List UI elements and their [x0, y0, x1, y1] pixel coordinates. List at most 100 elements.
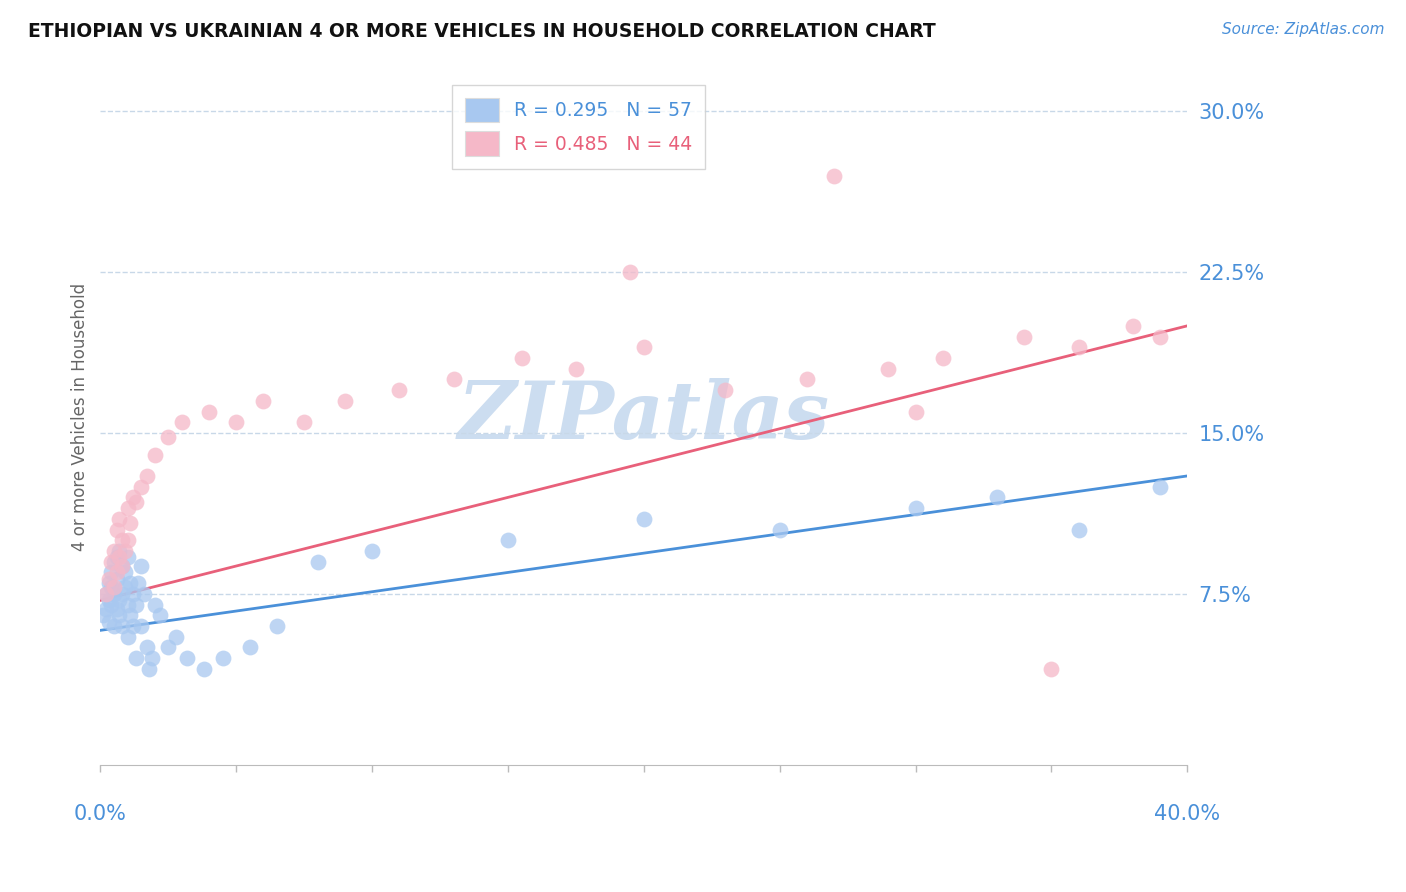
Point: [333, 393, 356, 408]
Point: [143, 448, 166, 462]
Point: [108, 544, 131, 558]
Text: ZIPatlas: ZIPatlas: [458, 378, 830, 456]
Point: [252, 393, 274, 408]
Point: [108, 512, 131, 526]
Legend: R = 0.295   N = 57, R = 0.485   N = 44: R = 0.295 N = 57, R = 0.485 N = 44: [451, 85, 706, 169]
Point: [114, 581, 136, 595]
Point: [117, 533, 139, 548]
Point: [120, 608, 142, 623]
Point: [111, 587, 134, 601]
Point: [176, 651, 198, 665]
Point: [122, 619, 145, 633]
Point: [1067, 523, 1090, 537]
Point: [823, 169, 845, 183]
Point: [108, 550, 131, 565]
Point: [129, 480, 152, 494]
Point: [986, 491, 1008, 505]
Point: [443, 372, 465, 386]
Point: [157, 640, 180, 655]
Point: [135, 640, 157, 655]
Point: [111, 533, 134, 548]
Point: [388, 383, 411, 397]
Point: [307, 555, 329, 569]
Point: [225, 415, 247, 429]
Point: [124, 494, 146, 508]
Point: [94, 587, 117, 601]
Text: Source: ZipAtlas.com: Source: ZipAtlas.com: [1222, 22, 1385, 37]
Point: [565, 361, 588, 376]
Point: [1149, 480, 1171, 494]
Point: [120, 516, 142, 530]
Point: [132, 587, 155, 601]
Point: [105, 550, 128, 565]
Point: [1012, 329, 1035, 343]
Point: [619, 265, 641, 279]
Point: [103, 619, 125, 633]
Point: [111, 559, 134, 574]
Point: [105, 523, 128, 537]
Point: [124, 651, 146, 665]
Point: [97, 615, 120, 629]
Point: [111, 619, 134, 633]
Point: [510, 351, 533, 365]
Point: [105, 566, 128, 580]
Point: [103, 555, 125, 569]
Point: [117, 550, 139, 565]
Point: [103, 544, 125, 558]
Point: [1067, 340, 1090, 354]
Text: 40.0%: 40.0%: [1154, 804, 1220, 824]
Point: [1122, 318, 1144, 333]
Point: [108, 593, 131, 607]
Point: [97, 593, 120, 607]
Point: [97, 572, 120, 586]
Point: [108, 608, 131, 623]
Point: [1149, 329, 1171, 343]
Point: [138, 662, 160, 676]
Point: [114, 544, 136, 558]
Point: [1040, 662, 1063, 676]
Point: [149, 608, 172, 623]
Point: [120, 576, 142, 591]
Point: [769, 523, 792, 537]
Point: [114, 566, 136, 580]
Point: [496, 533, 519, 548]
Point: [94, 587, 117, 601]
Point: [100, 598, 122, 612]
Point: [170, 415, 193, 429]
Point: [143, 598, 166, 612]
Point: [141, 651, 163, 665]
Point: [100, 566, 122, 580]
Point: [127, 576, 149, 591]
Point: [135, 469, 157, 483]
Text: 0.0%: 0.0%: [75, 804, 127, 824]
Point: [91, 608, 114, 623]
Point: [117, 501, 139, 516]
Point: [129, 559, 152, 574]
Point: [105, 572, 128, 586]
Point: [122, 587, 145, 601]
Point: [796, 372, 818, 386]
Point: [100, 581, 122, 595]
Point: [100, 555, 122, 569]
Point: [633, 512, 655, 526]
Point: [129, 619, 152, 633]
Point: [198, 404, 221, 418]
Point: [193, 662, 215, 676]
Point: [122, 491, 145, 505]
Point: [904, 501, 927, 516]
Point: [157, 430, 180, 444]
Point: [117, 598, 139, 612]
Point: [239, 640, 262, 655]
Point: [103, 581, 125, 595]
Point: [904, 404, 927, 418]
Point: [877, 361, 900, 376]
Point: [103, 587, 125, 601]
Point: [633, 340, 655, 354]
Point: [111, 559, 134, 574]
Point: [361, 544, 384, 558]
Point: [714, 383, 737, 397]
Text: ETHIOPIAN VS UKRAINIAN 4 OR MORE VEHICLES IN HOUSEHOLD CORRELATION CHART: ETHIOPIAN VS UKRAINIAN 4 OR MORE VEHICLE…: [28, 22, 936, 41]
Point: [94, 602, 117, 616]
Point: [931, 351, 953, 365]
Point: [105, 602, 128, 616]
